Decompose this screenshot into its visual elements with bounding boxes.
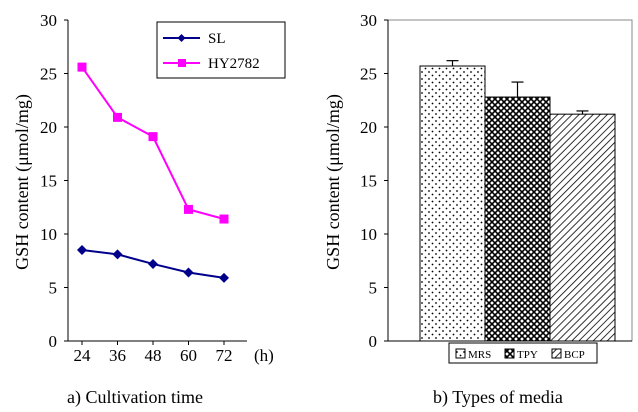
chart-b-legend: MRS TPY BCP xyxy=(448,342,598,364)
legend-swatch-mrs xyxy=(455,348,466,359)
legend-label-bcp: BCP xyxy=(564,349,585,361)
legend-label-sl: SL xyxy=(208,31,226,47)
chart-b-types-of-media: GSH content (μmol/mg) 0 5 10 15 20 25 30 MRS T… xyxy=(323,11,633,408)
point-hy2782-24 xyxy=(77,62,87,72)
point-sl-36 xyxy=(112,249,123,260)
chart-a-ytick-label-25: 25 xyxy=(40,65,57,84)
legend-label-hy2782: HY2782 xyxy=(208,56,260,72)
chart-b-ytick-label-10: 10 xyxy=(360,225,377,244)
chart-a-legend-box xyxy=(156,21,286,79)
chart-a-legend: SL HY2782 xyxy=(156,21,286,79)
chart-b-ytick-label-25: 25 xyxy=(360,65,377,84)
legend-marker-hy2782 xyxy=(178,59,186,67)
chart-b-ylabel: GSH content (μmol/mg) xyxy=(323,94,344,270)
chart-b-caption: b) Types of media xyxy=(433,387,563,408)
legend-label-mrs: MRS xyxy=(468,349,491,361)
point-sl-72 xyxy=(219,272,229,283)
bar-tpy xyxy=(484,96,551,342)
chart-a-xlabel: (h) xyxy=(254,346,274,365)
series-line-hy2782 xyxy=(81,66,225,220)
point-sl-60 xyxy=(183,267,194,278)
chart-a-ytick-label-0: 0 xyxy=(49,332,58,351)
legend-marker-sl xyxy=(177,34,186,42)
chart-b-ytick-label-15: 15 xyxy=(360,172,377,191)
chart-a-caption: a) Cultivation time xyxy=(67,387,203,408)
chart-a-ytick-label-30: 30 xyxy=(40,11,57,30)
legend-label-tpy: TPY xyxy=(517,349,538,361)
point-sl-24 xyxy=(77,245,87,256)
chart-a-ylabel: GSH content (μmol/mg) xyxy=(12,94,33,270)
point-hy2782-60 xyxy=(184,204,193,214)
bar-mrs xyxy=(419,65,486,342)
legend-swatch-tpy xyxy=(504,348,515,359)
chart-a-ytick-label-5: 5 xyxy=(49,279,58,298)
chart-a-ytick-label-15: 15 xyxy=(40,172,57,191)
chart-a-cultivation-time: GSH content (μmol/mg) 0 5 10 15 20 25 30 24 36 4… xyxy=(12,11,286,408)
bar-bcp xyxy=(549,113,616,342)
chart-b-ytick-label-30: 30 xyxy=(360,11,377,30)
point-hy2782-48 xyxy=(148,132,158,142)
point-hy2782-36 xyxy=(113,112,122,122)
chart-a-xtick-label-60: 60 xyxy=(180,346,197,365)
chart-a-ytick-label-20: 20 xyxy=(40,118,57,137)
point-sl-48 xyxy=(148,258,158,269)
chart-b-ytick-label-20: 20 xyxy=(360,118,377,137)
chart-a-xtick-label-36: 36 xyxy=(109,346,126,365)
point-hy2782-72 xyxy=(219,214,229,224)
chart-a-xtick-label-48: 48 xyxy=(145,346,162,365)
chart-a-ytick-label-10: 10 xyxy=(40,225,57,244)
legend-swatch-bcp xyxy=(551,348,562,359)
chart-b-ytick-label-0: 0 xyxy=(369,332,378,351)
chart-a-xtick-label-72: 72 xyxy=(216,346,233,365)
chart-a-xtick-label-24: 24 xyxy=(74,346,92,365)
chart-b-ytick-label-5: 5 xyxy=(369,279,378,298)
